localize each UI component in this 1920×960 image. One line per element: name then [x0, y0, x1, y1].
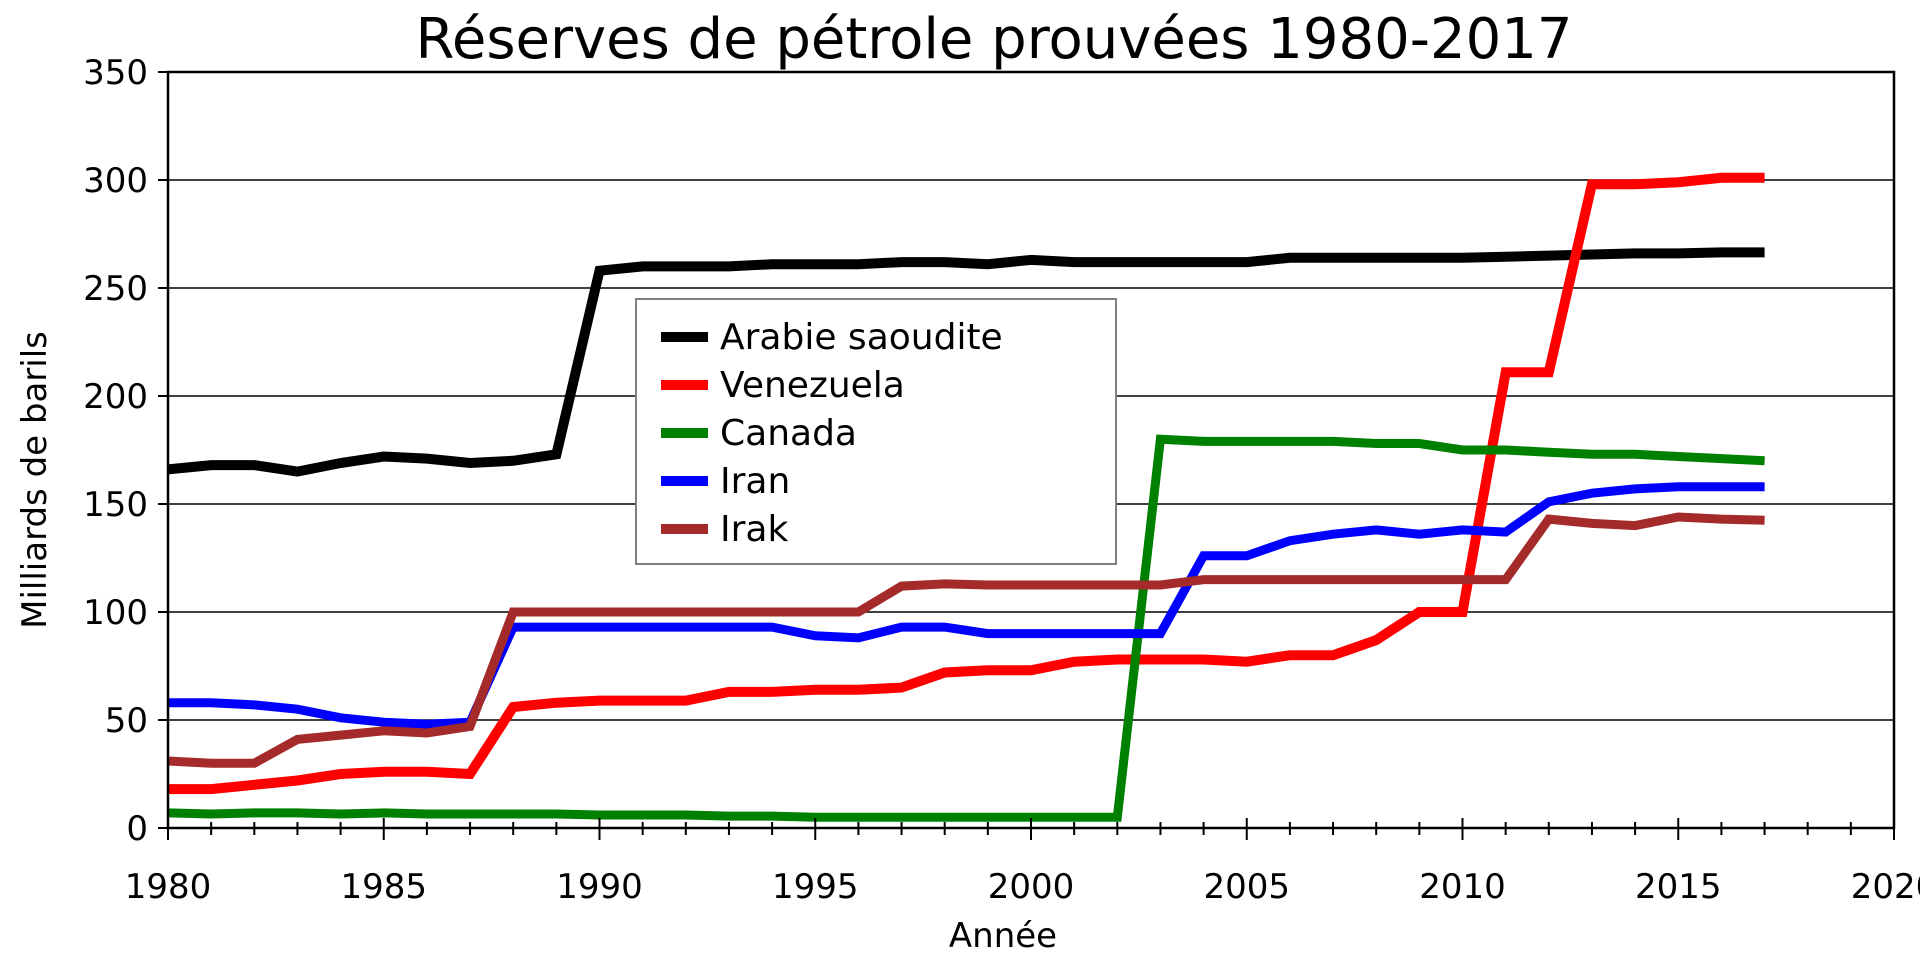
x-tick-label: 1995	[772, 867, 859, 907]
legend: Arabie saoudite Venezuela Canada Iran Irak	[635, 298, 1117, 565]
series-lines	[167, 172, 1765, 822]
x-tick-label: 1990	[556, 867, 643, 907]
x-tick-label: 2020	[1851, 867, 1920, 907]
y-tick-label: 100	[83, 593, 148, 633]
chart-title: Réserves de pétrole prouvées 1980-2017	[415, 7, 1572, 72]
x-tick-label: 2015	[1635, 867, 1722, 907]
axis-ticks: 0 50 100 150 200 250 300 350 1980 1985 1990 1995 200…	[83, 53, 1920, 907]
series-line-canada	[167, 434, 1765, 822]
y-axis-label: Milliards de barils	[15, 331, 55, 629]
legend-box	[635, 298, 1117, 565]
legend-label: Canada	[720, 413, 857, 454]
x-tick-label: 2005	[1203, 867, 1290, 907]
y-tick-label: 250	[83, 269, 148, 309]
legend-label: Irak	[720, 509, 788, 550]
legend-label: Venezuela	[720, 365, 905, 406]
legend-label: Arabie saoudite	[720, 317, 1003, 358]
y-tick-label: 0	[126, 809, 148, 849]
series-line-venezuela	[168, 172, 1765, 795]
y-tick-label: 200	[83, 377, 148, 417]
y-tick-label: 350	[83, 53, 148, 93]
x-tick-label: 2010	[1419, 867, 1506, 907]
x-tick-label: 1985	[340, 867, 427, 907]
y-tick-label: 50	[105, 701, 148, 741]
series-line-arabie-saoudite	[167, 247, 1765, 477]
series-line-iran	[168, 482, 1765, 729]
y-tick-label: 300	[83, 161, 148, 201]
x-tick-label: 1980	[125, 867, 212, 907]
x-axis-label: Année	[949, 916, 1057, 956]
legend-label: Iran	[720, 461, 790, 502]
series-line-irak	[167, 512, 1765, 768]
x-tick-label: 2000	[988, 867, 1075, 907]
y-tick-label: 150	[83, 485, 148, 525]
